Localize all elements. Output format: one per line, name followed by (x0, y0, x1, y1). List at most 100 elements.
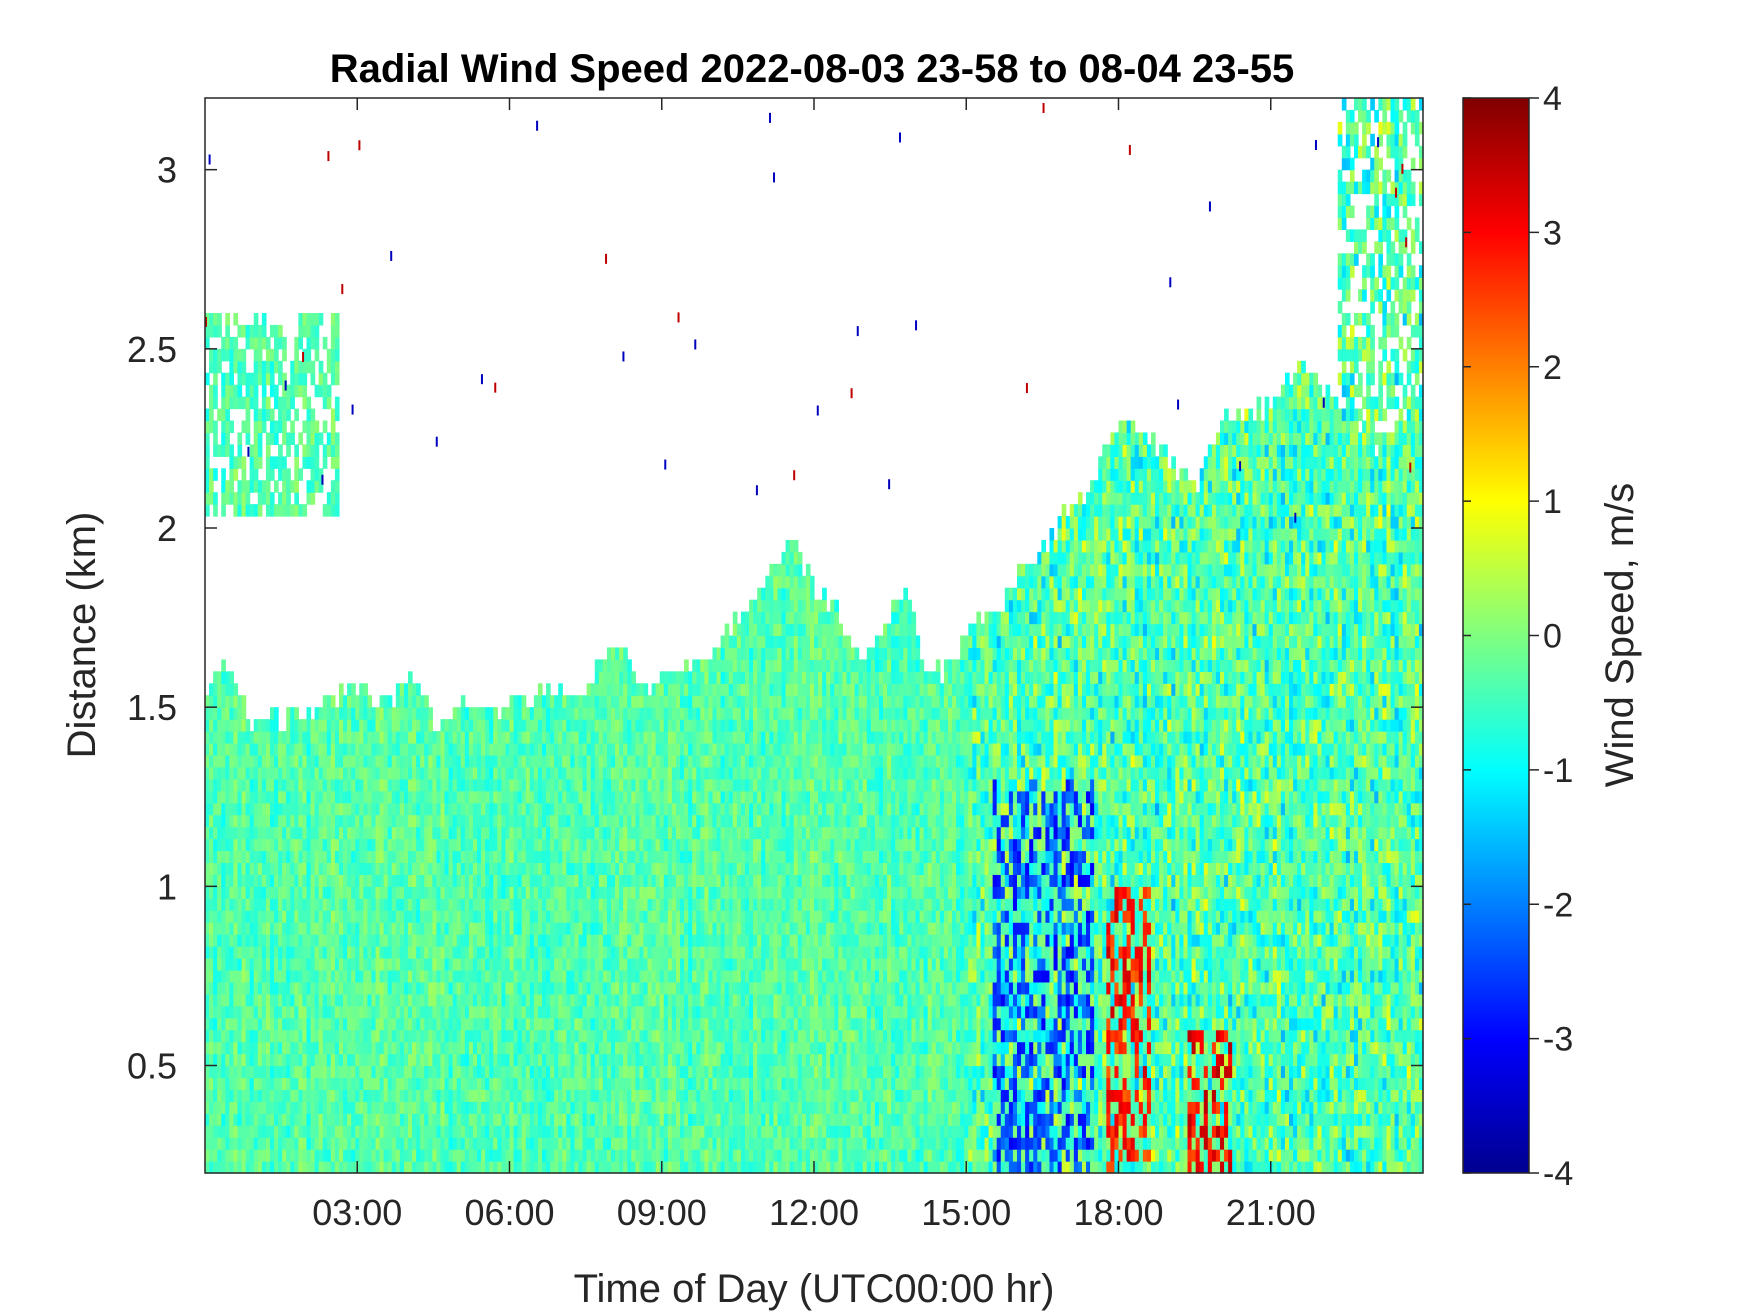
heatmap-cell (445, 767, 450, 780)
heatmap-cell (229, 1006, 234, 1019)
heatmap-cell (485, 922, 490, 935)
heatmap-cell (530, 1054, 535, 1067)
heatmap-cell (579, 1137, 584, 1150)
heatmap-cell (217, 695, 222, 708)
heatmap-cell (343, 1149, 348, 1162)
heatmap-cell (331, 707, 336, 720)
heatmap-cell (217, 815, 222, 828)
heatmap-cell (221, 504, 226, 517)
heatmap-cell (485, 982, 490, 995)
heatmap-cell (294, 767, 299, 780)
heatmap-cell (579, 719, 584, 732)
heatmap-cell (599, 1125, 604, 1138)
heatmap-cell (225, 1149, 230, 1162)
heatmap-cell (302, 779, 307, 792)
heatmap-cell (481, 1006, 486, 1019)
heatmap-cell (278, 934, 283, 947)
heatmap-cell (643, 791, 648, 804)
heatmap-cell (489, 1113, 494, 1126)
heatmap-cell (270, 779, 275, 792)
heatmap-cell (485, 779, 490, 792)
heatmap-cell (392, 791, 397, 804)
heatmap-cell (453, 1042, 458, 1055)
heatmap-cell (396, 1077, 401, 1090)
heatmap-cell (579, 1089, 584, 1102)
heatmap-cell (290, 958, 295, 971)
heatmap-cell (266, 456, 271, 469)
heatmap-cell (327, 1101, 332, 1114)
heatmap-cell (672, 1137, 677, 1150)
heatmap-cell (424, 1006, 429, 1019)
heatmap-cell (311, 791, 316, 804)
heatmap-cell (376, 1089, 381, 1102)
heatmap-cell (461, 719, 466, 732)
heatmap-cell (664, 1101, 669, 1114)
heatmap-cell (400, 731, 405, 744)
heatmap-cell (384, 1149, 389, 1162)
heatmap-cell (643, 1161, 648, 1174)
heatmap-cell (668, 839, 673, 852)
heatmap-cell (384, 827, 389, 840)
heatmap-cell (579, 731, 584, 744)
heatmap-cell (493, 827, 498, 840)
heatmap-cell (404, 803, 409, 816)
heatmap-cell (221, 803, 226, 816)
heatmap-cell (530, 1101, 535, 1114)
heatmap-cell (652, 767, 657, 780)
heatmap-cell (648, 839, 653, 852)
heatmap-cell (526, 982, 531, 995)
heatmap-cell (392, 1137, 397, 1150)
heatmap-cell (514, 1101, 519, 1114)
heatmap-cell (635, 1077, 640, 1090)
heatmap-cell (323, 337, 328, 350)
heatmap-cell (343, 827, 348, 840)
heatmap-cell (363, 910, 368, 923)
heatmap-cell (526, 862, 531, 875)
heatmap-cell (319, 1125, 324, 1138)
heatmap-cell (294, 707, 299, 720)
heatmap-cell (583, 994, 588, 1007)
heatmap-cell (534, 958, 539, 971)
heatmap-cell (221, 1149, 226, 1162)
heatmap-cell (351, 743, 356, 756)
heatmap-cell (233, 1054, 238, 1067)
heatmap-cell (294, 982, 299, 995)
heatmap-cell (213, 444, 218, 457)
heatmap-cell (453, 1113, 458, 1126)
heatmap-cell (351, 731, 356, 744)
heatmap-cell (412, 934, 417, 947)
heatmap-cell (323, 1042, 328, 1055)
heatmap-cell (656, 791, 661, 804)
heatmap-cell (315, 815, 320, 828)
heatmap-cell (408, 767, 413, 780)
heatmap-cell (237, 1018, 242, 1031)
heatmap-cell (668, 671, 673, 684)
heatmap-cell (546, 994, 551, 1007)
heatmap-cell (497, 886, 502, 899)
heatmap-cell (574, 1054, 579, 1067)
heatmap-cell (635, 934, 640, 947)
heatmap-cell (579, 815, 584, 828)
heatmap-cell (266, 958, 271, 971)
heatmap-cell (631, 1030, 636, 1043)
heatmap-cell (599, 886, 604, 899)
heatmap-cell (278, 1030, 283, 1043)
heatmap-cell (298, 910, 303, 923)
heatmap-cell (355, 970, 360, 983)
heatmap-cell (530, 743, 535, 756)
heatmap-cell (660, 815, 665, 828)
heatmap-cell (217, 970, 222, 983)
heatmap-cell (668, 1018, 673, 1031)
heatmap-cell (323, 910, 328, 923)
heatmap-cell (420, 886, 425, 899)
heatmap-cell (591, 851, 596, 864)
heatmap-cell (408, 1042, 413, 1055)
heatmap-cell (550, 1006, 555, 1019)
heatmap-cell (631, 1161, 636, 1174)
heatmap-cell (469, 910, 474, 923)
heatmap-cell (530, 1113, 535, 1126)
heatmap-cell (246, 432, 251, 445)
heatmap-cell (282, 1030, 287, 1043)
heatmap-cell (526, 767, 531, 780)
heatmap-cell (229, 421, 234, 434)
